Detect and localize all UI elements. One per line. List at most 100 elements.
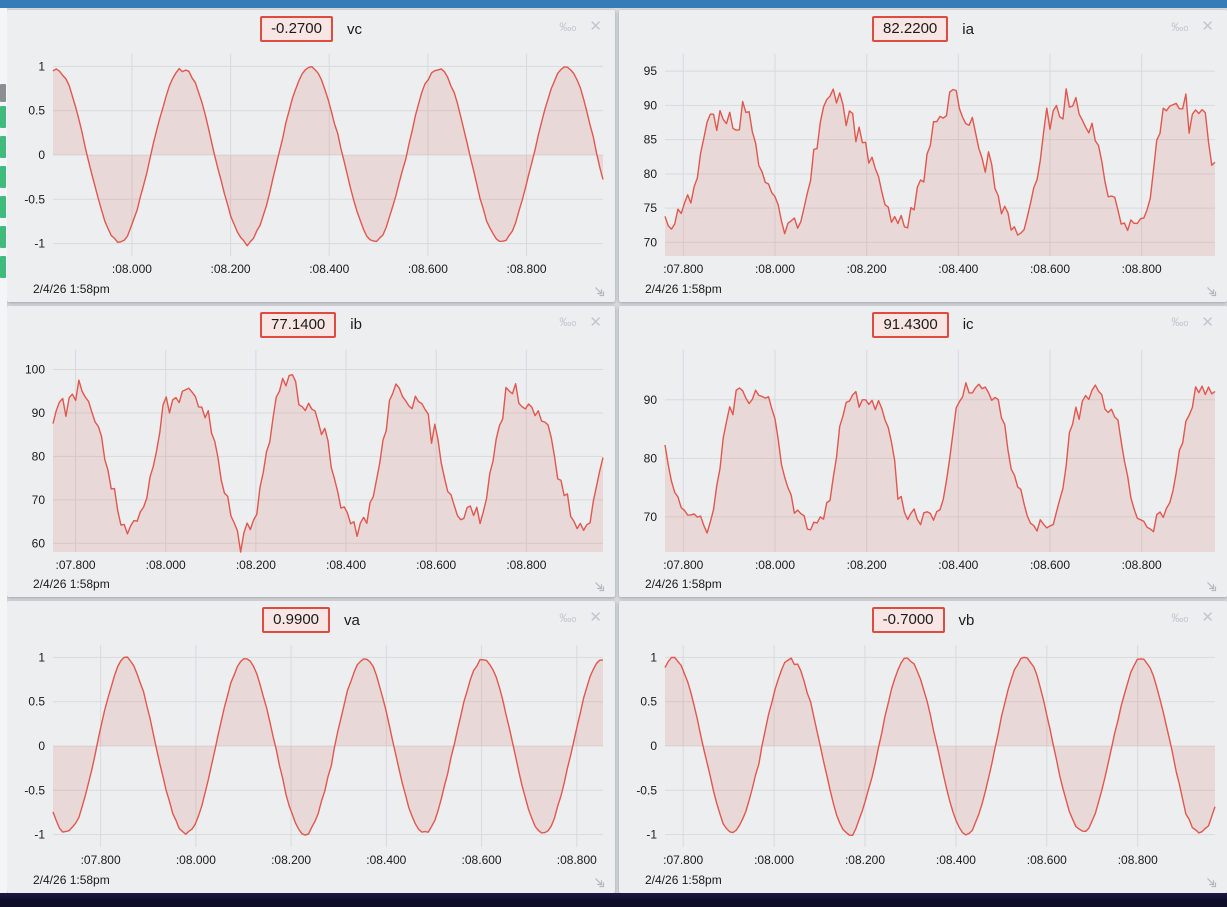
svg-text::08.400: :08.400 [309, 262, 349, 276]
svg-text::08.400: :08.400 [326, 558, 366, 572]
svg-text:-0.5: -0.5 [24, 192, 45, 206]
svg-text:70: 70 [644, 510, 658, 524]
chart-canvas[interactable]: :07.800:08.000:08.200:08.400:08.600:08.8… [619, 344, 1227, 578]
svg-text::08.600: :08.600 [408, 262, 448, 276]
per-mille-scale-icon[interactable]: ‰o [1171, 610, 1189, 625]
svg-text::08.200: :08.200 [847, 262, 887, 276]
current-value-badge: 91.4300 [872, 311, 949, 338]
svg-text:0.5: 0.5 [640, 695, 657, 709]
svg-text:60: 60 [32, 536, 46, 550]
panel-header: -0.2700 vc ‰o ✕ [7, 10, 615, 48]
svg-text::08.000: :08.000 [755, 558, 795, 572]
panel-header: 77.1400 ib ‰o ✕ [7, 306, 615, 344]
svg-text:90: 90 [644, 98, 658, 112]
bottom-taskbar [0, 893, 1227, 907]
waveform-svg: :07.800:08.000:08.200:08.400:08.600:08.8… [644, 54, 1216, 276]
svg-text::07.800: :07.800 [663, 558, 703, 572]
waveform-svg: :07.800:08.000:08.200:08.400:08.600:08.8… [24, 645, 604, 867]
resize-handle-icon[interactable] [1205, 875, 1217, 893]
series-line [52, 656, 604, 837]
resize-handle-icon[interactable] [593, 875, 605, 893]
svg-text::07.800: :07.800 [663, 262, 703, 276]
per-mille-scale-icon[interactable]: ‰o [559, 19, 577, 34]
close-icon[interactable]: ✕ [589, 608, 602, 627]
left-strip-block [0, 136, 6, 158]
axis-start-timestamp: 2/4/26 1:58pm [33, 281, 110, 296]
trend-panel-ib: 77.1400 ib ‰o ✕ :07.800:08.000:08.200:08… [7, 305, 615, 598]
series-label: vc [346, 20, 362, 38]
series-label: ib [350, 316, 362, 334]
svg-text:75: 75 [644, 201, 658, 215]
series-area [53, 66, 603, 246]
svg-text::08.600: :08.600 [416, 558, 456, 572]
chart-canvas[interactable]: :08.000 :08.200 :08.400 :08.600 :08.800 1 0.5 0… [7, 48, 615, 282]
close-icon[interactable]: ✕ [1201, 17, 1214, 35]
axis-labels: :07.800:08.000:08.200:08.400:08.600:08.8… [644, 64, 1162, 276]
per-mille-scale-icon[interactable]: ‰o [1171, 19, 1189, 34]
svg-text:0: 0 [38, 148, 45, 162]
per-mille-scale-icon[interactable]: ‰o [559, 610, 577, 625]
close-icon[interactable]: ✕ [589, 17, 602, 35]
current-value-badge: 0.9900 [262, 607, 331, 634]
waveform-svg: :07.800:08.000:08.200:08.400:08.600:08.8… [25, 349, 604, 572]
axis-start-timestamp: 2/4/26 1:58pm [645, 577, 722, 592]
left-strip-block [0, 256, 6, 278]
left-edge-strip [0, 8, 7, 893]
close-icon[interactable]: ✕ [1201, 312, 1214, 331]
resize-handle-icon[interactable] [593, 579, 605, 597]
close-icon[interactable]: ✕ [589, 312, 602, 331]
svg-text::08.800: :08.800 [507, 262, 547, 276]
current-value-badge: 77.1400 [260, 311, 337, 338]
axis-start-timestamp: 2/4/26 1:58pm [33, 577, 110, 592]
resize-handle-icon[interactable] [593, 284, 605, 302]
trend-panel-ia: 82.2200 ia ‰o ✕ :07.800:08.000:08.200:08… [619, 10, 1227, 302]
svg-text:0: 0 [38, 739, 45, 753]
svg-text::07.800: :07.800 [663, 853, 703, 867]
chart-canvas[interactable]: :07.800:08.000:08.200:08.400:08.600:08.8… [7, 639, 615, 873]
current-value-badge: -0.7000 [871, 607, 945, 634]
svg-text:80: 80 [644, 167, 658, 181]
svg-text:-1: -1 [646, 828, 657, 842]
svg-text::08.200: :08.200 [271, 853, 311, 867]
svg-text:100: 100 [25, 362, 45, 376]
waveform-svg: :07.800:08.000:08.200:08.400:08.600:08.8… [636, 645, 1216, 867]
svg-text::08.000: :08.000 [112, 262, 152, 276]
svg-text::08.400: :08.400 [938, 262, 978, 276]
panel-footer: 2/4/26 1:58pm [619, 577, 1227, 597]
panel-header: 91.4300 ic ‰o ✕ [619, 306, 1227, 344]
per-mille-scale-icon[interactable]: ‰o [1171, 315, 1189, 330]
resize-handle-icon[interactable] [1205, 579, 1217, 597]
svg-text:85: 85 [644, 133, 658, 147]
svg-text:70: 70 [32, 493, 46, 507]
svg-text:1: 1 [650, 651, 657, 665]
left-strip-block [0, 226, 6, 248]
svg-text::08.400: :08.400 [366, 853, 406, 867]
close-icon[interactable]: ✕ [1201, 608, 1214, 627]
chart-canvas[interactable]: :07.800:08.000:08.200:08.400:08.600:08.8… [619, 639, 1227, 873]
gridlines [665, 54, 1215, 256]
svg-text:-1: -1 [34, 237, 45, 251]
axis-start-timestamp: 2/4/26 1:58pm [645, 872, 722, 887]
axis-labels: :08.000 :08.200 :08.400 :08.600 :08.800 1 0.5 0… [24, 59, 547, 276]
svg-text::08.200: :08.200 [847, 558, 887, 572]
series-area [665, 88, 1215, 256]
panel-grid: -0.2700 vc ‰o ✕ :08.000:08.200:08.400:08… [0, 8, 1227, 893]
svg-text::08.000: :08.000 [176, 853, 216, 867]
svg-text::08.800: :08.800 [506, 558, 546, 572]
svg-text::08.800: :08.800 [1118, 853, 1158, 867]
chart-canvas[interactable]: :07.800:08.000:08.200:08.400:08.600:08.8… [7, 344, 615, 578]
svg-text:-0.5: -0.5 [636, 784, 657, 798]
panel-footer: 2/4/26 1:58pm [7, 282, 615, 302]
per-mille-scale-icon[interactable]: ‰o [559, 315, 577, 330]
chart-canvas[interactable]: :07.800:08.000:08.200:08.400:08.600:08.8… [619, 48, 1227, 282]
svg-text:1: 1 [38, 59, 45, 73]
svg-text::08.200: :08.200 [211, 262, 251, 276]
svg-text::08.000: :08.000 [146, 558, 186, 572]
svg-text:90: 90 [644, 392, 658, 406]
svg-text:0: 0 [650, 739, 657, 753]
svg-text:0.5: 0.5 [28, 104, 45, 118]
svg-text:70: 70 [644, 235, 658, 249]
resize-handle-icon[interactable] [1205, 284, 1217, 302]
svg-text:1: 1 [38, 651, 45, 665]
